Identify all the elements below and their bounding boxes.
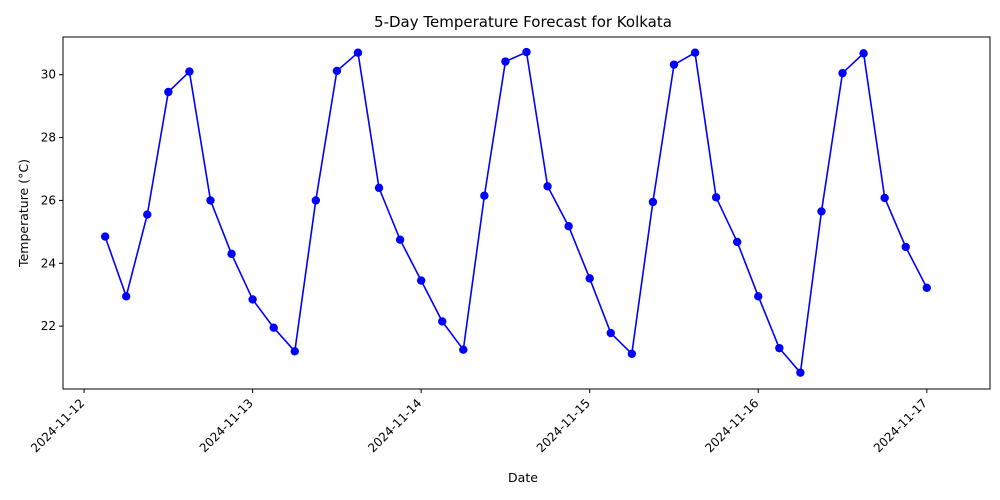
data-point xyxy=(206,196,215,205)
data-point xyxy=(817,207,826,216)
data-point xyxy=(732,237,742,247)
x-axis-label: Date xyxy=(508,470,538,485)
data-point xyxy=(164,87,173,97)
plot-frame xyxy=(62,36,991,390)
data-point xyxy=(859,49,868,58)
data-point xyxy=(332,66,342,76)
data-point xyxy=(227,249,236,259)
y-tick-label: 30 xyxy=(41,68,56,82)
data-point xyxy=(501,57,510,66)
data-point xyxy=(880,193,889,203)
chart-title: 5-Day Temperature Forecast for Kolkata xyxy=(374,13,672,31)
data-point xyxy=(585,274,594,283)
data-point xyxy=(627,349,637,358)
data-point xyxy=(838,68,847,78)
y-tick-label: 28 xyxy=(41,131,56,145)
data-point xyxy=(459,345,468,354)
y-tick-label: 22 xyxy=(41,319,56,333)
data-point xyxy=(648,197,658,207)
data-point xyxy=(564,222,573,231)
data-point xyxy=(775,343,784,353)
data-point xyxy=(669,60,679,69)
data-point xyxy=(290,347,299,356)
data-point xyxy=(122,292,131,301)
data-point xyxy=(374,183,384,193)
data-point xyxy=(522,47,531,57)
data-point xyxy=(711,193,721,202)
data-point xyxy=(754,292,763,301)
y-tick-label: 24 xyxy=(41,256,56,270)
data-point xyxy=(269,323,278,332)
data-point xyxy=(311,196,321,205)
y-axis: 22 24 26 28 30 xyxy=(41,68,63,333)
data-point xyxy=(480,191,489,200)
y-axis-label: Temperature (°C) xyxy=(16,159,31,268)
data-point xyxy=(922,283,931,292)
y-tick-label: 26 xyxy=(41,193,56,207)
data-point xyxy=(543,182,552,191)
data-point xyxy=(248,295,257,304)
series-line xyxy=(104,50,928,375)
plot-area xyxy=(100,47,931,377)
data-point xyxy=(606,328,615,338)
data-point xyxy=(185,67,194,76)
data-point xyxy=(901,242,910,252)
data-point xyxy=(100,232,110,241)
data-point xyxy=(438,317,447,326)
data-point xyxy=(416,276,426,285)
data-point xyxy=(353,48,363,57)
data-point xyxy=(395,235,405,244)
data-point xyxy=(690,48,700,57)
data-point xyxy=(796,368,805,377)
data-point xyxy=(143,210,152,219)
